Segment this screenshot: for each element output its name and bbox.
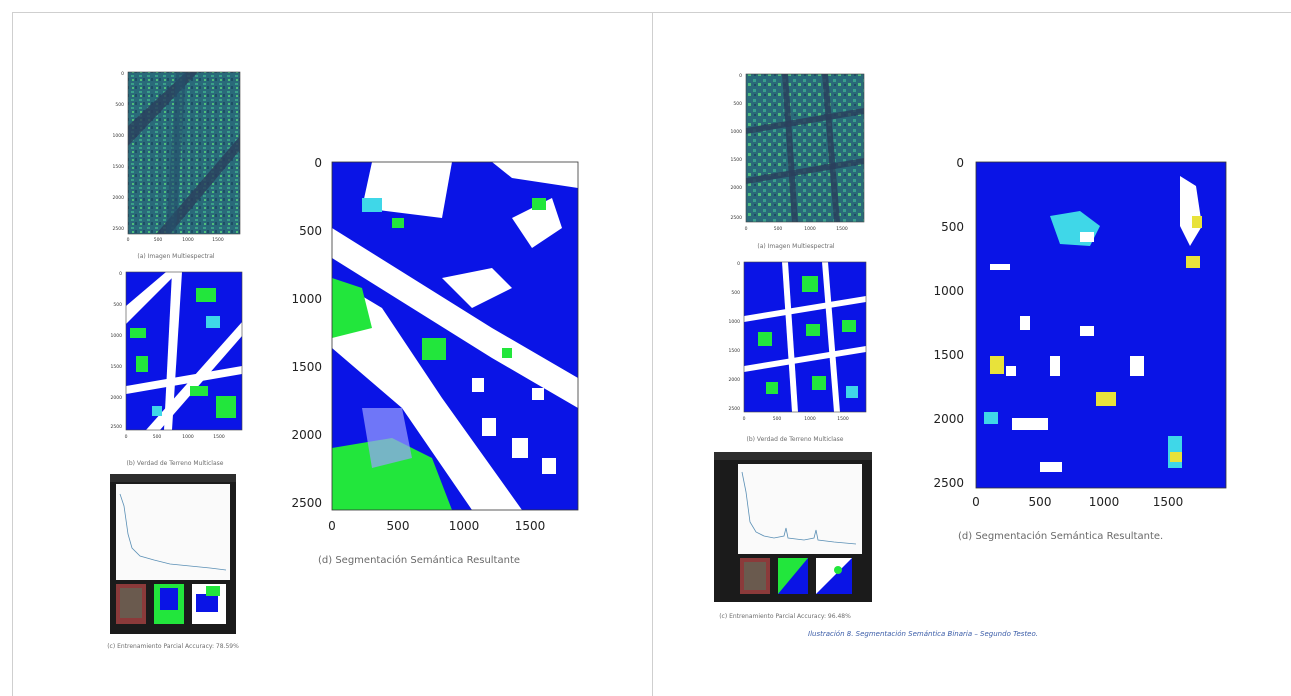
tick-label: 1000 [113,133,125,139]
tick-label: 1000 [111,333,123,339]
tick-label: 0 [127,237,130,243]
tick-label: 0 [119,271,122,277]
tick-label: 1500 [212,237,224,243]
tick-label: 0 [121,71,124,77]
tick-label: 500 [774,226,783,232]
right-caption-b: (b) Verdad de Terreno Multiclase [746,436,844,443]
tick-label: 1500 [113,164,125,170]
tick-label: 1500 [837,416,849,422]
tick-label: 2500 [731,215,743,221]
tick-label: 1500 [1153,495,1184,509]
tick-label: 500 [773,416,782,422]
tick-label: 1000 [804,416,816,422]
right-caption-a: (a) Imagen Multiespectral [757,243,835,250]
right-caption-d: (d) Segmentación Semántica Resultante. [958,531,1164,542]
tick-label: 2000 [731,185,743,191]
tick-label: 2000 [113,195,125,201]
tick-label: 1500 [836,226,848,232]
tick-label: 0 [743,416,746,422]
right-caption-c: (c) Entrenamiento Parcial Accuracy: 96.4… [719,613,851,620]
tick-label: 500 [115,102,124,108]
tick-label: 2500 [113,226,125,232]
tick-label: 1000 [729,319,741,325]
tick-label: 0 [956,156,964,170]
tick-label: 2500 [111,424,123,430]
tick-label: 1500 [515,519,546,533]
tick-label: 500 [731,290,740,296]
left-ground-truth-plot: 0 500 1000 1500 2000 2500 0 500 1000 150… [106,266,246,446]
tick-label: 1500 [729,348,741,354]
tick-label: 500 [154,237,163,243]
tick-label: 500 [1029,495,1052,509]
left-caption-a: (a) Imagen Multiespectral [137,253,215,260]
tick-label: 0 [314,158,322,170]
left-caption-c: (c) Entrenamiento Parcial Accuracy: 78.5… [107,643,239,650]
tick-label: 500 [941,220,964,234]
tick-label: 1500 [731,157,743,163]
left-caption-b: (b) Verdad de Terreno Multiclase [126,460,224,467]
tick-label: 500 [387,519,410,533]
tick-label: 1500 [111,364,123,370]
tick-label: 1000 [182,434,194,440]
tick-label: 1000 [182,237,194,243]
tick-label: 500 [733,101,742,107]
tick-label: 1500 [933,348,964,362]
tick-label: 500 [113,302,122,308]
tick-label: 1000 [292,292,322,306]
tick-label: 2000 [111,395,123,401]
tick-label: 1000 [804,226,816,232]
right-multispectral-plot: 0 500 1000 1500 2000 2500 0 500 1000 150… [722,68,870,240]
tick-label: 1000 [731,129,743,135]
left-multispectral-plot: 0 500 1000 1500 2000 2500 0 500 1000 150… [106,66,246,246]
tick-label: 1000 [449,519,480,533]
tick-label: 1000 [1089,495,1120,509]
tick-label: 0 [745,226,748,232]
left-training-screenshot [110,474,236,634]
tick-label: 2000 [292,428,322,442]
figure-caption: Ilustración 8. Segmentación Semántica Bi… [808,630,1038,638]
left-small-a-y-ticks: 0 500 1000 1500 2000 2500 [113,71,125,232]
tick-label: 1500 [213,434,225,440]
left-segmentation-plot: 0 500 1000 1500 2000 2500 0 500 1000 150… [292,158,588,538]
tick-label: 1000 [933,284,964,298]
tick-label: 0 [737,261,740,267]
right-segmentation-plot: 0 500 1000 1500 2000 2500 0 500 1000 150… [930,156,1240,510]
tick-label: 0 [125,434,128,440]
tick-label: 2000 [729,377,741,383]
page-divider [652,12,653,696]
tick-label: 2500 [729,406,741,412]
tick-label: 2500 [292,496,322,510]
tick-label: 2500 [933,476,964,490]
page-frame [12,12,1291,696]
tick-label: 500 [299,224,322,238]
tick-label: 2000 [933,412,964,426]
tick-label: 0 [328,519,336,533]
right-ground-truth-plot: 0 500 1000 1500 2000 2500 0 500 1000 150… [722,256,870,432]
tick-label: 500 [153,434,162,440]
tick-label: 1500 [292,360,322,374]
tick-label: 0 [739,73,742,79]
tick-label: 0 [972,495,980,509]
left-caption-d: (d) Segmentación Semántica Resultante [318,555,521,566]
right-training-screenshot [714,452,872,602]
